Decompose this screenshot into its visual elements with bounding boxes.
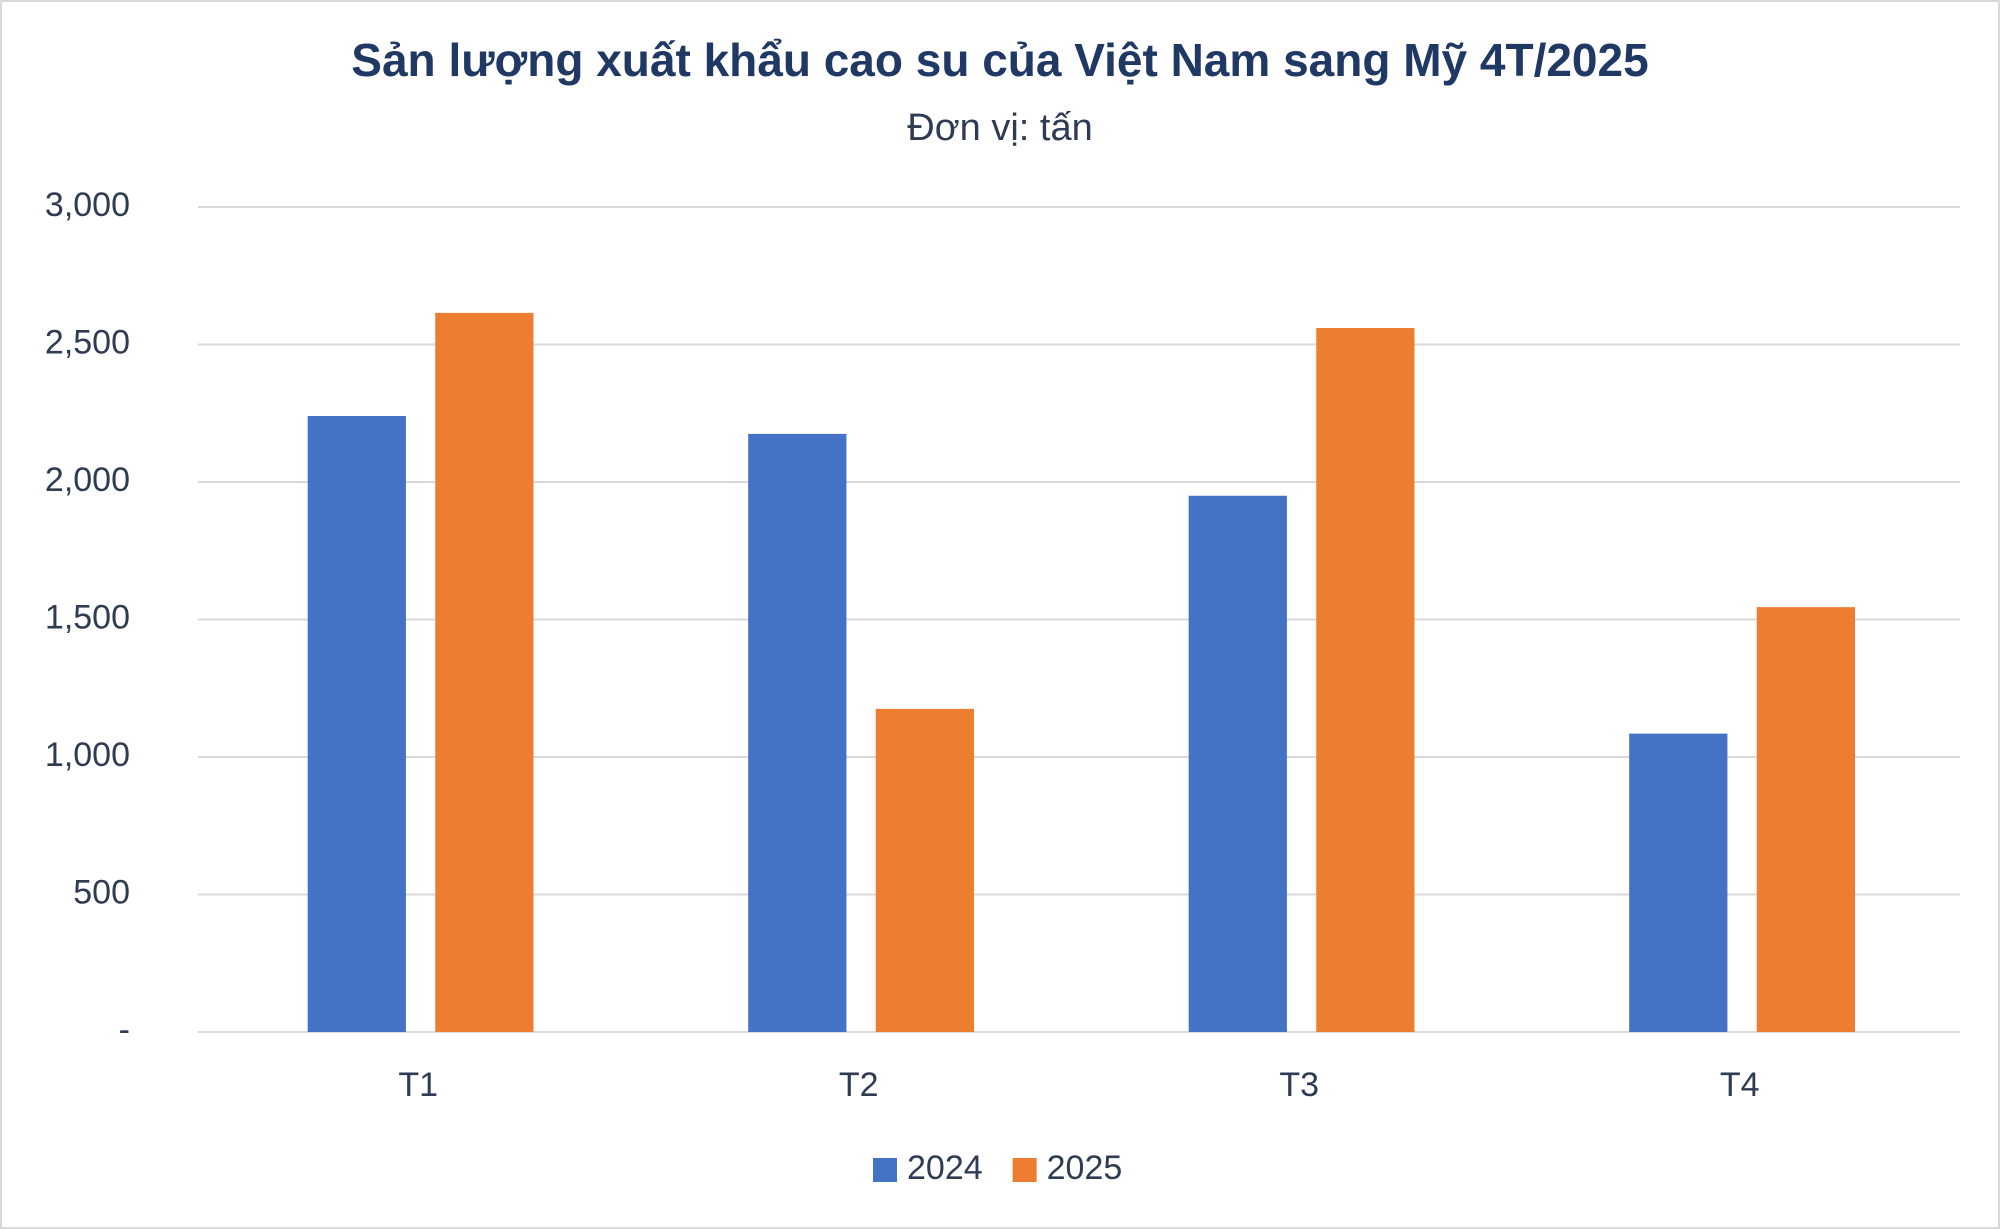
x-tick-label: T2: [839, 1066, 879, 1104]
bar: [1629, 733, 1728, 1032]
bar: [1316, 328, 1415, 1032]
y-tick-label: 2,000: [45, 461, 130, 499]
chart-title: Sản lượng xuất khẩu cao su của Việt Nam …: [351, 34, 1648, 86]
legend-label: 2024: [907, 1149, 983, 1187]
y-tick-label: 2,500: [45, 323, 130, 361]
x-tick-label: T3: [1279, 1066, 1319, 1104]
y-tick-label: -: [119, 1011, 130, 1049]
y-tick-label: 3,000: [45, 186, 130, 224]
y-tick-label: 1,000: [45, 736, 130, 774]
legend-swatch: [1012, 1158, 1037, 1182]
y-tick-label: 1,500: [45, 598, 130, 636]
legend-label: 2025: [1047, 1149, 1123, 1187]
bar: [1756, 607, 1855, 1032]
bar: [307, 416, 406, 1032]
bar: [875, 708, 974, 1032]
chart-subtitle: Đơn vị: tấn: [907, 107, 1092, 149]
bar: [748, 433, 847, 1032]
bar: [435, 312, 534, 1032]
legend-swatch: [873, 1158, 897, 1182]
x-tick-label: T4: [1720, 1066, 1760, 1104]
y-tick-label: 500: [73, 873, 130, 911]
bar: [1188, 495, 1287, 1032]
x-tick-label: T1: [398, 1066, 438, 1104]
